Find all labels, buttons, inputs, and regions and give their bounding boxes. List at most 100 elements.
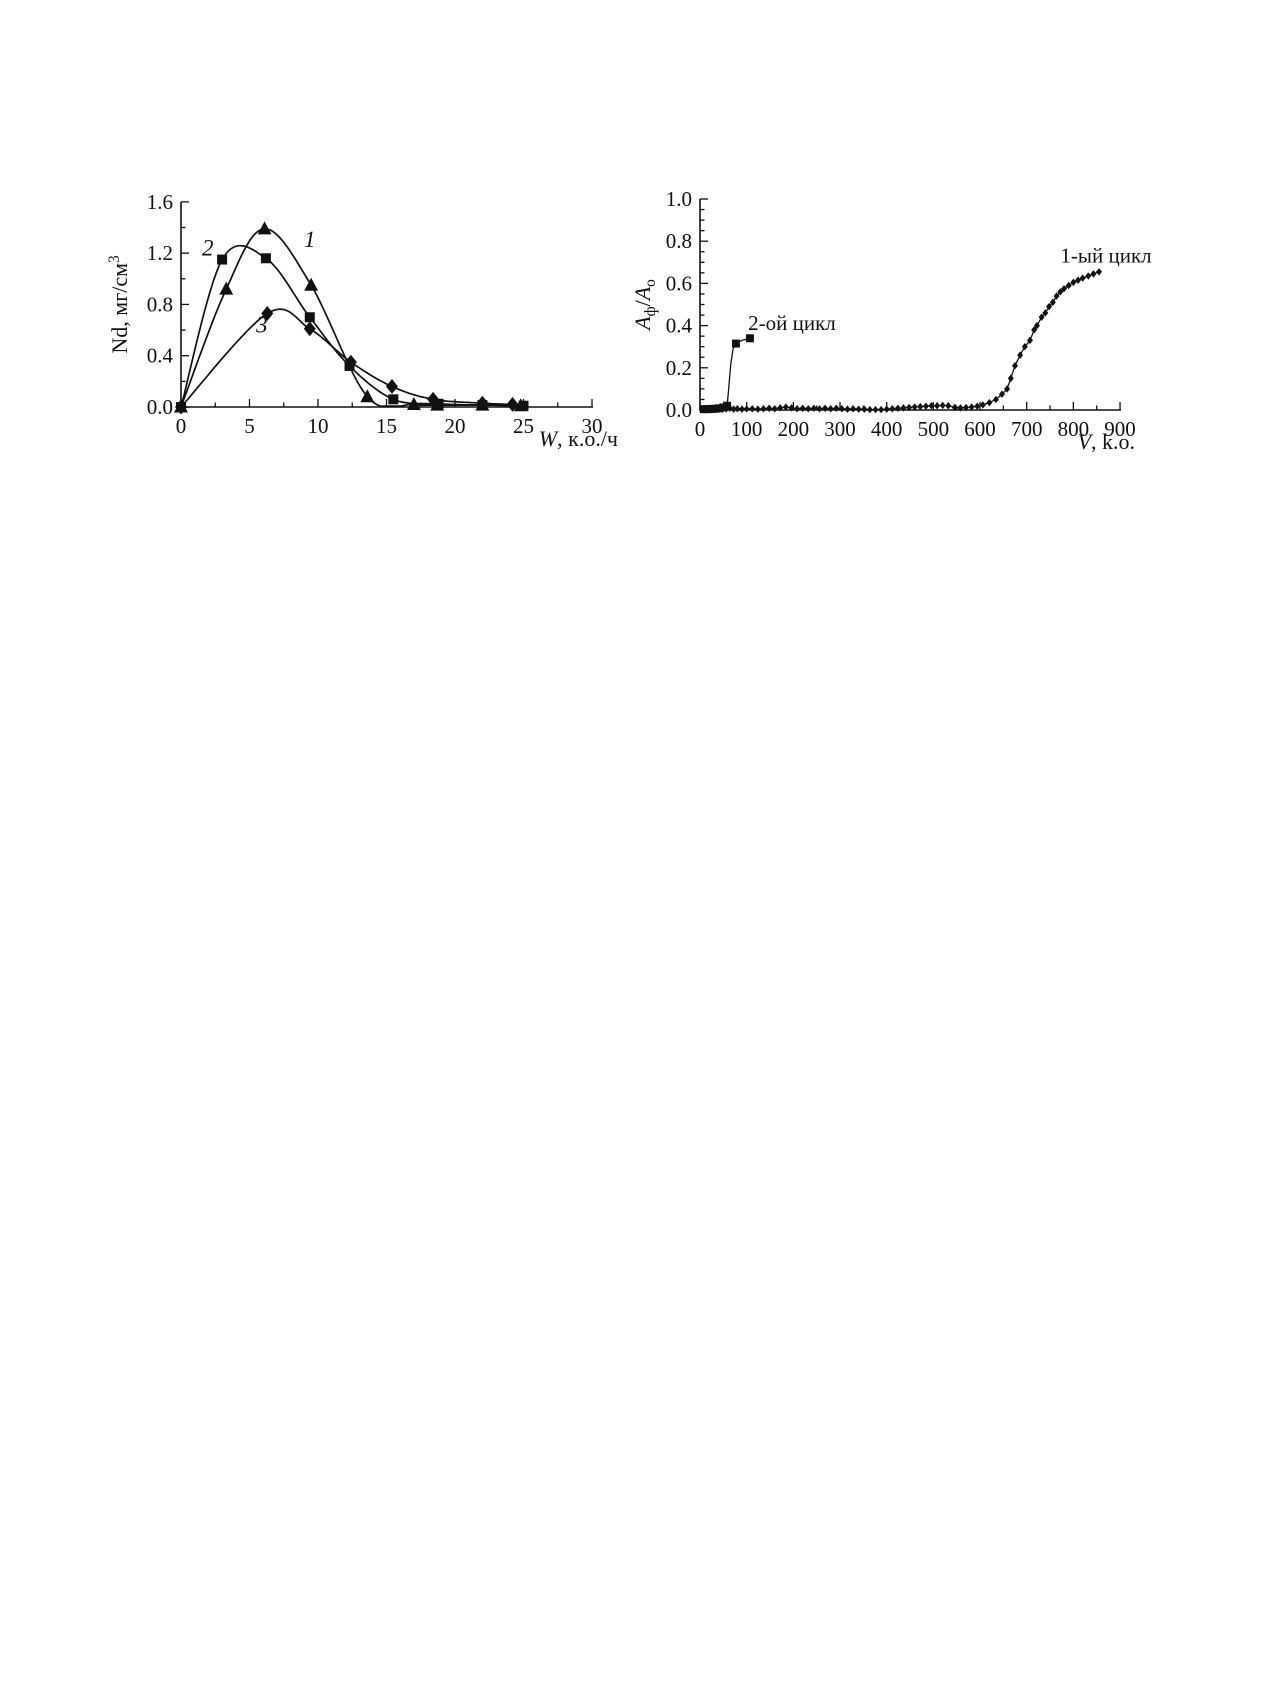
data-point-marker	[433, 398, 444, 409]
x-tick-label: 500	[918, 417, 950, 441]
data-point-marker	[951, 403, 958, 412]
data-point-marker	[866, 405, 873, 414]
series-line	[703, 271, 1100, 411]
data-point-marker	[945, 402, 952, 410]
data-point-marker	[788, 404, 795, 412]
data-point-marker	[1042, 309, 1049, 317]
y-axis-title: Nd, мг/см3	[106, 255, 132, 354]
data-point-marker	[1007, 374, 1014, 383]
data-point-marker	[1053, 292, 1060, 300]
y-tick-label: 0.0	[147, 395, 173, 419]
data-point-marker	[1031, 326, 1038, 334]
data-point-marker	[427, 391, 440, 407]
data-point-marker	[844, 405, 851, 413]
data-point-marker	[1096, 268, 1103, 276]
x-tick-label: 700	[1011, 417, 1043, 441]
data-point-marker	[850, 405, 857, 413]
data-point-marker	[1065, 281, 1072, 290]
data-point-marker	[963, 403, 970, 412]
x-tick-label: 100	[731, 417, 763, 441]
y-tick-label: 1.6	[147, 190, 173, 214]
x-tick-label: 25	[513, 414, 534, 438]
data-point-marker	[1057, 288, 1064, 296]
data-point-marker	[934, 402, 941, 410]
data-point-marker	[1061, 284, 1068, 293]
y-tick-label: 0.8	[666, 229, 692, 253]
data-point-marker	[906, 403, 913, 412]
x-tick-label: 900	[1104, 417, 1136, 441]
data-point-marker	[703, 405, 712, 414]
data-point-marker	[304, 277, 319, 291]
x-tick-label: 0	[695, 417, 706, 441]
data-point-marker	[734, 405, 741, 413]
data-point-marker	[986, 398, 993, 407]
data-point-marker	[992, 395, 999, 404]
data-point-marker	[1038, 313, 1045, 321]
data-point-marker	[1070, 278, 1077, 287]
data-point-marker	[1075, 276, 1082, 284]
data-point-marker	[739, 405, 746, 413]
data-point-marker	[799, 404, 806, 413]
data-point-marker	[794, 405, 801, 413]
data-point-marker	[968, 403, 975, 411]
x-tick-label: 400	[871, 417, 903, 441]
data-point-marker	[771, 405, 778, 413]
data-point-marker	[822, 404, 829, 413]
data-point-marker	[1049, 298, 1056, 307]
data-point-marker	[894, 404, 901, 413]
data-point-marker	[304, 312, 315, 323]
axis-lines	[180, 201, 593, 408]
data-point-marker	[1004, 385, 1011, 393]
data-point-marker	[257, 221, 272, 235]
y-tick-label: 0.0	[666, 398, 692, 422]
x-tick-label: 600	[964, 417, 996, 441]
data-point-marker	[838, 405, 845, 413]
data-point-marker	[928, 402, 935, 410]
data-point-marker	[777, 404, 784, 412]
data-point-marker	[939, 401, 946, 410]
y-tick-label: 1.2	[147, 241, 173, 265]
x-tick-label: 30	[582, 414, 603, 438]
x-tick-label: 0	[176, 414, 187, 438]
data-point-marker	[957, 404, 964, 412]
droplet-density-chart: 0 5 10 15 20 25 30 0.0 0.4 0.8 1.2 1.6 W, к.о./ч Nd, …	[106, 190, 618, 451]
data-point-marker	[1090, 270, 1097, 278]
data-point-marker	[260, 253, 271, 264]
x-axis-title: W, к.о./ч	[539, 426, 618, 451]
data-point-marker	[1046, 302, 1053, 311]
data-point-marker	[861, 405, 868, 413]
data-point-marker	[922, 402, 929, 410]
data-point-marker	[730, 405, 737, 413]
data-point-marker	[749, 405, 756, 413]
data-point-marker	[974, 402, 981, 410]
curve-number-label: 1	[304, 227, 316, 252]
data-point-marker	[1085, 272, 1092, 280]
data-point-marker	[745, 334, 754, 343]
data-point-marker	[1026, 336, 1033, 345]
data-point-marker	[219, 281, 234, 295]
x-tick-label: 200	[778, 417, 810, 441]
data-point-marker	[344, 354, 357, 370]
series-line	[180, 308, 513, 407]
y-tick-label: 0.4	[666, 314, 693, 338]
data-point-marker	[911, 403, 918, 411]
y-tick-label: 0.8	[147, 292, 173, 316]
y-tick-label: 0.6	[666, 271, 692, 295]
y-axis-title: Aф/Aо	[630, 279, 659, 332]
x-tick-label: 300	[824, 417, 856, 441]
data-point-marker	[917, 402, 924, 411]
breakthrough-curves-chart: 0 100 200 300 400 500 600 700 800 900 0.0 0.2 0.4 0.6…	[630, 187, 1152, 454]
y-tick-label: 1.0	[666, 187, 692, 211]
data-point-marker	[261, 305, 274, 321]
data-point-marker	[998, 390, 1005, 398]
series-annotation: 2-ой цикл	[748, 311, 836, 335]
data-point-marker	[827, 405, 834, 413]
data-point-marker	[385, 379, 398, 394]
data-point-marker	[872, 405, 879, 414]
data-point-marker	[715, 404, 724, 413]
curve-number-label: 3	[255, 313, 268, 338]
y-tick-label: 0.2	[666, 356, 692, 380]
x-axis-title: V, k.o.	[1078, 429, 1135, 454]
